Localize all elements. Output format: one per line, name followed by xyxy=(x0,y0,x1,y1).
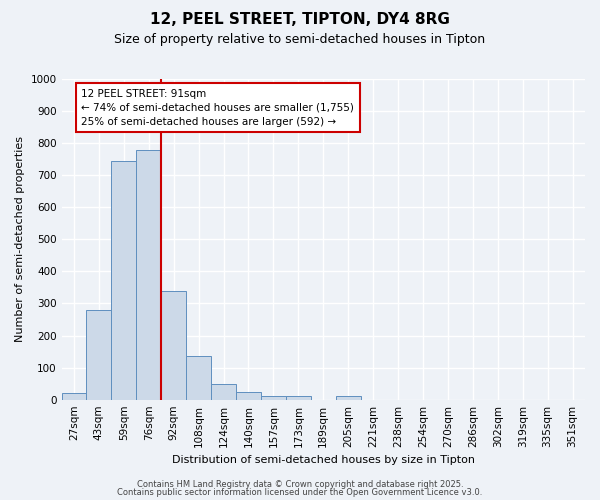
Bar xyxy=(261,396,286,400)
Y-axis label: Number of semi-detached properties: Number of semi-detached properties xyxy=(15,136,25,342)
Text: Contains public sector information licensed under the Open Government Licence v3: Contains public sector information licen… xyxy=(118,488,482,497)
Text: 12, PEEL STREET, TIPTON, DY4 8RG: 12, PEEL STREET, TIPTON, DY4 8RG xyxy=(150,12,450,28)
Text: 12 PEEL STREET: 91sqm
← 74% of semi-detached houses are smaller (1,755)
25% of s: 12 PEEL STREET: 91sqm ← 74% of semi-deta… xyxy=(82,88,355,126)
Bar xyxy=(86,310,112,400)
Bar xyxy=(236,392,261,400)
Bar xyxy=(62,394,86,400)
Bar xyxy=(112,161,136,400)
Bar xyxy=(136,150,161,400)
Text: Contains HM Land Registry data © Crown copyright and database right 2025.: Contains HM Land Registry data © Crown c… xyxy=(137,480,463,489)
Bar xyxy=(186,356,211,400)
Bar xyxy=(336,396,361,400)
Text: Size of property relative to semi-detached houses in Tipton: Size of property relative to semi-detach… xyxy=(115,32,485,46)
Bar xyxy=(286,396,311,400)
X-axis label: Distribution of semi-detached houses by size in Tipton: Distribution of semi-detached houses by … xyxy=(172,455,475,465)
Bar xyxy=(211,384,236,400)
Bar xyxy=(161,290,186,400)
